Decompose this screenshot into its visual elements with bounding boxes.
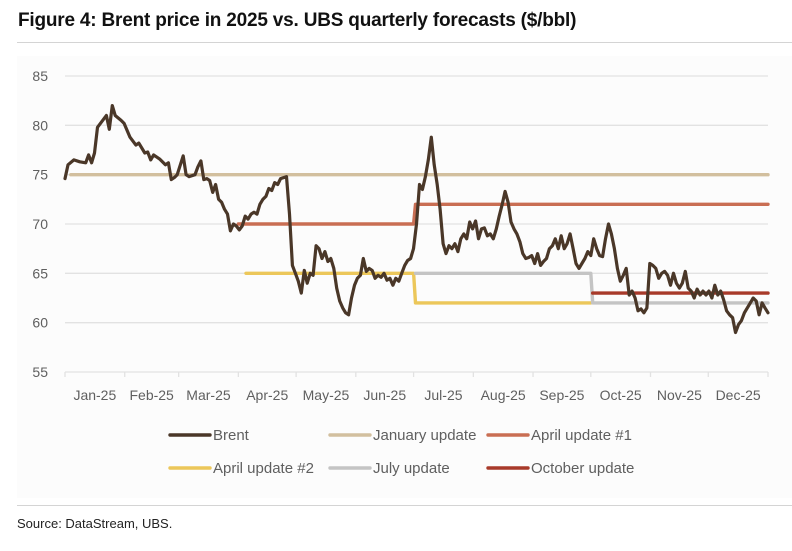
- x-axis: Jan-25 Feb-25 Mar-25 Apr-25 May-25 Jun-25 Jul-…: [64, 372, 769, 403]
- x-tick-label: Feb-25: [129, 387, 174, 403]
- x-tick-label: Apr-25: [246, 387, 288, 403]
- series-line-april-update-2: [244, 271, 593, 305]
- x-tick-label: Aug-25: [481, 387, 526, 403]
- x-tick-label: Oct-25: [600, 387, 642, 403]
- x-tick-label: May-25: [303, 387, 350, 403]
- legend-label: October update: [531, 460, 634, 477]
- source-note: Source: DataStream, UBS.: [17, 516, 173, 531]
- legend-label: April update #2: [213, 460, 314, 477]
- x-tick-label: Jan-25: [73, 387, 116, 403]
- y-tick-label: 60: [32, 315, 48, 331]
- legend: Brent January update April update #1 April …: [168, 427, 634, 477]
- y-tick-label: 55: [32, 364, 48, 380]
- y-tick-label: 70: [32, 216, 48, 232]
- legend-label: January update: [373, 427, 476, 444]
- chart-background: [17, 56, 792, 498]
- x-tick-label: Jul-25: [424, 387, 462, 403]
- x-tick-label: Mar-25: [186, 387, 231, 403]
- series-line-july-update: [413, 271, 770, 305]
- x-tick-label: Jun-25: [363, 387, 406, 403]
- y-tick-label: 75: [32, 167, 48, 183]
- legend-label: Brent: [213, 427, 250, 444]
- y-tick-label: 80: [32, 117, 48, 133]
- series-line-brent: [63, 104, 770, 335]
- series-group: [63, 104, 770, 335]
- legend-label: July update: [373, 460, 450, 477]
- y-tick-label: 85: [32, 68, 48, 84]
- series-line-april-update-1: [236, 202, 770, 226]
- x-tick-label: Sep-25: [539, 387, 584, 403]
- x-tick-label: Nov-25: [657, 387, 702, 403]
- y-axis-ticks: 55 60 65 70 75 80 85: [32, 68, 48, 380]
- y-tick-label: 65: [32, 265, 48, 281]
- source-divider: [17, 505, 792, 506]
- x-tick-label: Dec-25: [716, 387, 761, 403]
- title-divider: [17, 42, 792, 43]
- legend-label: April update #1: [531, 427, 632, 444]
- figure-title: Figure 4: Brent price in 2025 vs. UBS qu…: [18, 10, 577, 31]
